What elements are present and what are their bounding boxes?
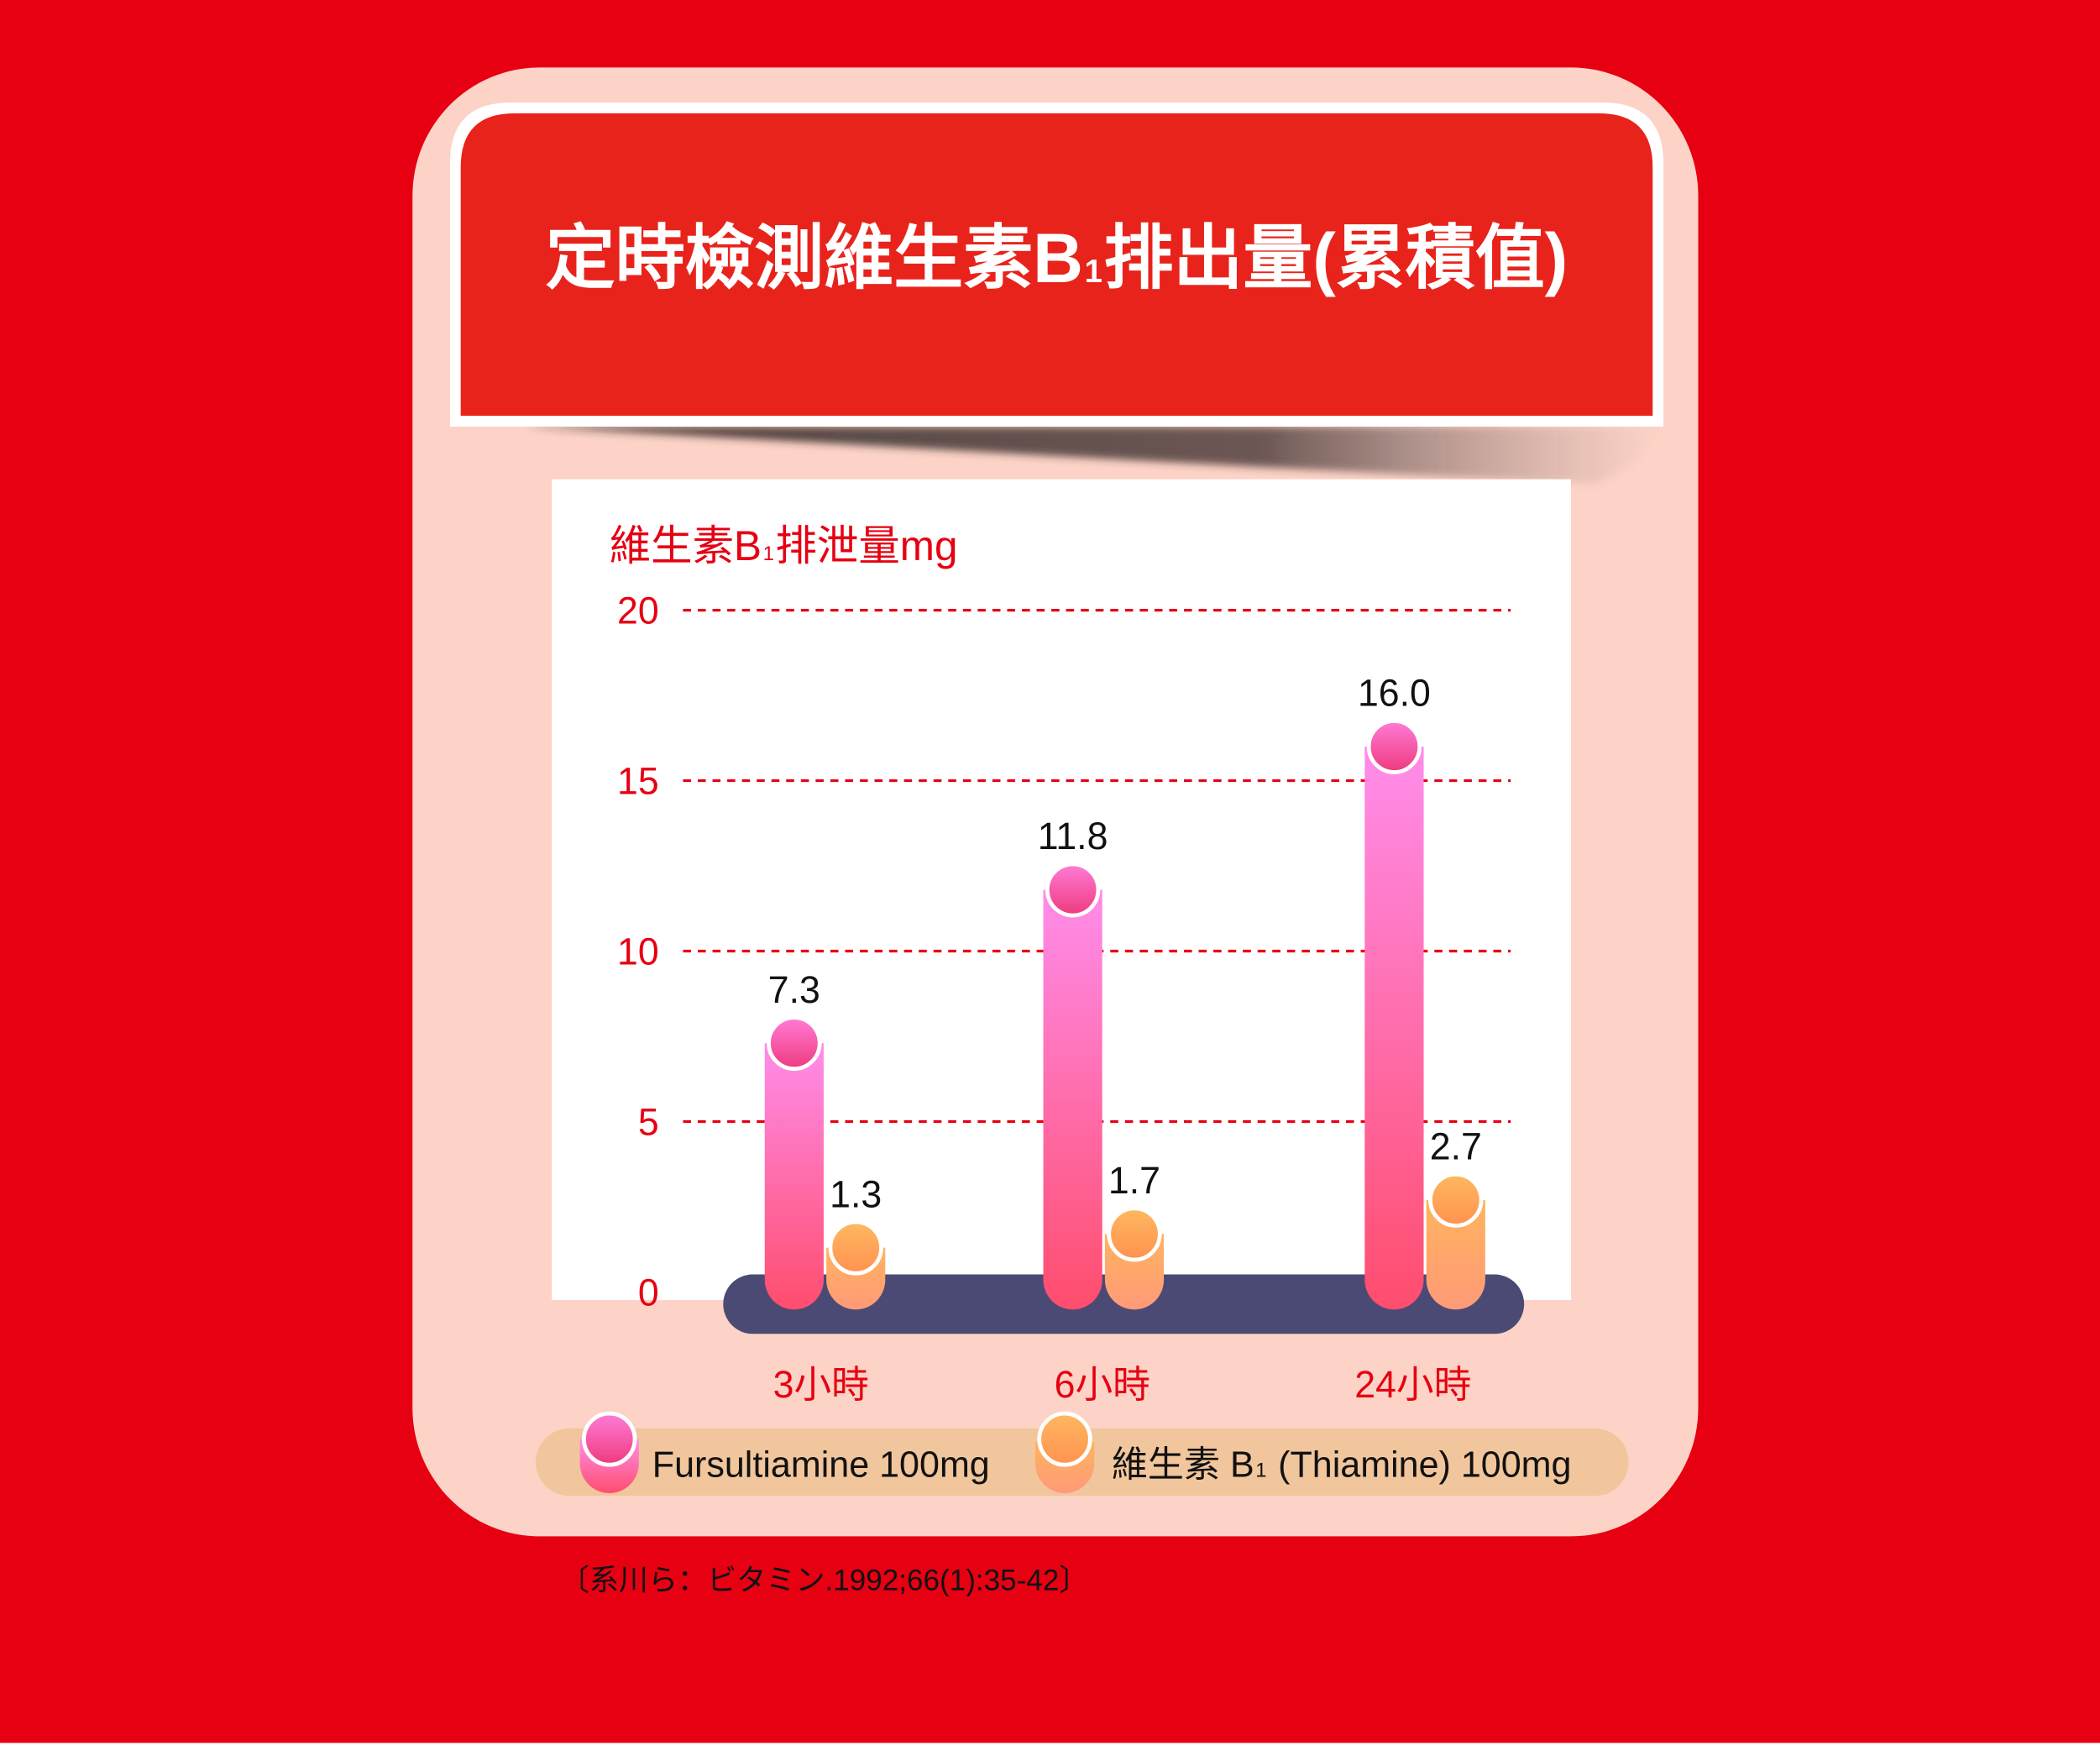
fursultiamine-bar-cap-2	[1366, 719, 1422, 774]
x-category-label-2: 24小時	[1354, 1363, 1471, 1406]
x-category-label-1: 6小時	[1055, 1363, 1150, 1406]
thiamine-value-label-1: 1.7	[1108, 1159, 1160, 1202]
legend-swatch-thiamine-cap	[1037, 1411, 1092, 1467]
banner-shadow	[525, 426, 1658, 484]
bottom-edge-strip	[0, 1743, 2100, 1751]
legend-label-fursultiamine: Fursultiamine 100mg	[652, 1445, 990, 1486]
legend-swatch-thiamine	[1034, 1411, 1095, 1493]
thiamine-bar-2	[1426, 1199, 1485, 1310]
thiamine-value-label-0: 1.3	[830, 1172, 882, 1215]
fursultiamine-value-label-2: 16.0	[1358, 672, 1431, 715]
chart-title: 定時檢測維生素B1排出量(累積值)	[546, 219, 1568, 297]
thiamine-value-label-2: 2.7	[1430, 1125, 1482, 1167]
y-tick-label-15: 15	[617, 759, 659, 802]
fursultiamine-value-label-0: 7.3	[768, 968, 820, 1011]
fursultiamine-value-label-1: 11.8	[1038, 815, 1108, 857]
fursultiamine-bar-cap-1	[1045, 862, 1101, 918]
bars: 7.3 11.8 16.0 1.3 1.7 2.7	[764, 672, 1485, 1310]
thiamine-bar-cap-2	[1428, 1172, 1484, 1228]
y-axis-label: 維生素B 1排泄量mg	[610, 522, 958, 569]
y-tick-label-20: 20	[617, 590, 659, 632]
legend-swatch-fursultiamine	[579, 1411, 639, 1493]
x-category-label-0: 3小時	[773, 1363, 869, 1406]
fursultiamine-bar-0	[764, 1043, 824, 1310]
x-category-labels: 3小時 6小時 24小時	[773, 1363, 1472, 1406]
y-tick-label-5: 5	[638, 1100, 659, 1143]
source-note: 〔系川ら：ビタミン.1992;66(1):35-42〕	[560, 1565, 1089, 1597]
fursultiamine-bar-cap-0	[767, 1015, 822, 1072]
thiamine-bar-cap-1	[1107, 1206, 1162, 1262]
y-tick-labels: 0 5 10 15 20	[617, 590, 659, 1314]
title-banner-fill	[460, 113, 1653, 417]
fursultiamine-bar-2	[1364, 746, 1424, 1310]
y-tick-label-10: 10	[617, 930, 659, 972]
thiamine-bar-cap-0	[828, 1219, 883, 1276]
y-tick-label-0: 0	[638, 1271, 659, 1313]
fursultiamine-bar-1	[1043, 889, 1102, 1310]
title-banner: 定時檢測維生素B1排出量(累積值)	[449, 102, 1664, 427]
legend-swatch-fursultiamine-cap	[582, 1411, 637, 1467]
